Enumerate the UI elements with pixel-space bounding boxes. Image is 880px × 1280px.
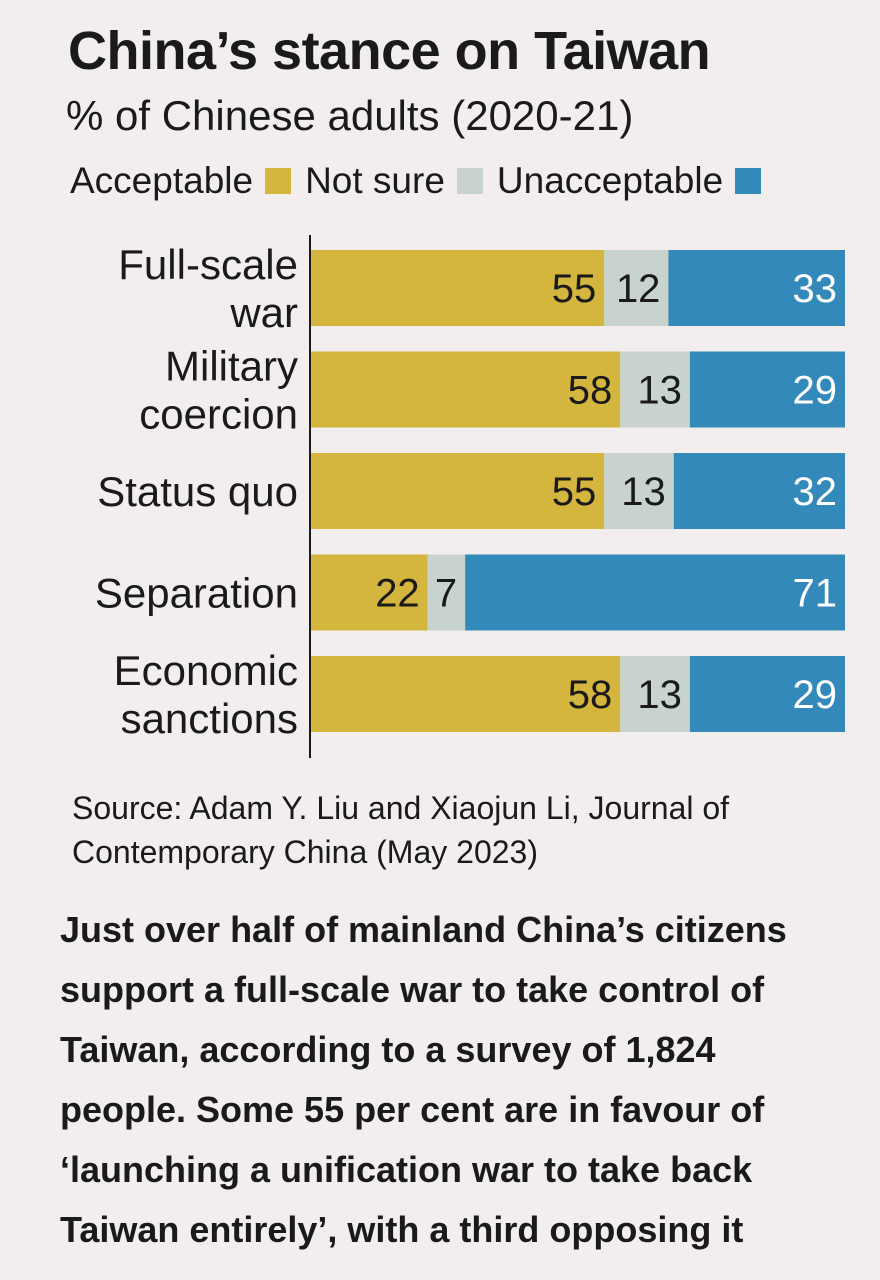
data-label-unacceptable-separation: 71	[793, 572, 838, 616]
chart-title: China’s stance on Taiwan	[68, 21, 711, 81]
data-label-not-sure-economic-sanctions: 13	[637, 673, 682, 717]
bar-segment-acceptable-status-quo	[310, 453, 605, 529]
bar-segment-acceptable-full-scale-war	[310, 250, 605, 326]
bar-segment-unacceptable-full-scale-war	[668, 250, 845, 326]
legend-label-not-sure: Not sure	[305, 160, 445, 201]
data-label-unacceptable-economic-sanctions: 29	[793, 673, 838, 717]
legend-swatch-acceptable	[265, 168, 292, 194]
legend-swatch-unacceptable	[735, 168, 762, 194]
category-label-status-quo: Status quo	[97, 468, 298, 515]
article-text: Just over half of mainland China’s citiz…	[60, 900, 860, 1260]
source-note: Source: Adam Y. Liu and Xiaojun Li, Jour…	[72, 786, 862, 874]
source-line: Contemporary China (May 2023)	[72, 834, 538, 870]
stacked-bar-chart: Full-scale war 55 12 33 Military coercion 58 13 2…	[95, 235, 845, 758]
category-label-separation: Separation	[95, 570, 298, 617]
data-label-not-sure-status-quo: 13	[621, 470, 666, 514]
bar-segment-unacceptable-economic-sanctions	[689, 656, 845, 732]
data-label-acceptable-economic-sanctions: 58	[568, 673, 613, 717]
bar-segment-acceptable-military-coercion	[310, 351, 621, 428]
data-label-not-sure-separation: 7	[435, 572, 457, 616]
article-line: support a full-scale war to take control…	[60, 969, 765, 1010]
bar-segment-not-sure-economic-sanctions	[620, 656, 690, 732]
source-line: Source: Adam Y. Liu and Xiaojun Li, Jour…	[72, 790, 730, 826]
category-label-full-scale-war: Full-scale war	[118, 241, 298, 336]
bar-segment-not-sure-separation	[427, 554, 466, 631]
bar-segment-unacceptable-military-coercion	[689, 351, 845, 428]
bar-segment-acceptable-economic-sanctions	[310, 656, 621, 732]
data-label-acceptable-status-quo: 55	[552, 470, 597, 514]
article-line: ‘launching a unification war to take bac…	[60, 1149, 753, 1190]
legend: Acceptable Not sure Unacceptable	[70, 160, 762, 202]
chart-subtitle: % of Chinese adults (2020-21)	[66, 92, 634, 139]
legend-label-unacceptable: Unacceptable	[496, 160, 724, 201]
bar-segment-unacceptable-status-quo	[673, 453, 845, 529]
legend-swatch-not-sure	[456, 168, 483, 194]
legend-label-acceptable: Acceptable	[70, 160, 254, 201]
bar-segment-not-sure-status-quo	[604, 453, 674, 529]
article-line: Just over half of mainland China’s citiz…	[60, 909, 787, 950]
bar-segment-unacceptable-separation	[465, 554, 845, 631]
category-label-military-coercion: Military coercion	[139, 343, 298, 438]
legend-item-acceptable: Acceptable	[70, 160, 292, 202]
legend-item-not-sure: Not sure	[305, 160, 483, 202]
bar-segment-acceptable-separation	[310, 554, 428, 631]
category-label-economic-sanctions: Economic sanctions	[114, 647, 298, 742]
article-line: people. Some 55 per cent are in favour o…	[60, 1089, 765, 1130]
bar-segment-not-sure-military-coercion	[620, 351, 690, 428]
data-label-not-sure-full-scale-war: 12	[616, 267, 661, 311]
bar-segment-not-sure-full-scale-war	[604, 250, 669, 326]
legend-item-unacceptable: Unacceptable	[496, 160, 762, 202]
article-line: Taiwan entirely’, with a third opposing …	[60, 1209, 744, 1250]
article-line: Taiwan, according to a survey of 1,824	[60, 1029, 716, 1070]
data-label-unacceptable-full-scale-war: 33	[793, 267, 838, 311]
data-label-unacceptable-military-coercion: 29	[793, 369, 838, 413]
data-label-acceptable-full-scale-war: 55	[552, 267, 597, 311]
data-label-acceptable-separation: 22	[375, 572, 420, 616]
data-label-acceptable-military-coercion: 58	[568, 369, 613, 413]
data-label-unacceptable-status-quo: 32	[793, 470, 838, 514]
data-label-not-sure-military-coercion: 13	[637, 369, 682, 413]
